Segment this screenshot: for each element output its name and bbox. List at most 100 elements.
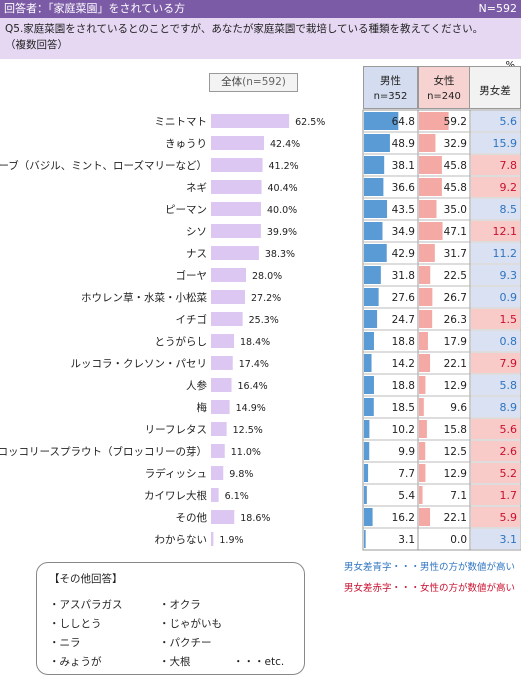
- male-bar: [364, 156, 385, 174]
- total-value-label: 38.3%: [265, 249, 295, 260]
- female-value-label: 15.8: [444, 424, 467, 436]
- note-red: 男女差赤字・・・女性の方が数値が高い: [343, 583, 515, 594]
- total-value-label: 6.1%: [225, 491, 249, 502]
- male-value-label: 43.5: [392, 204, 415, 216]
- unit-label: %: [505, 60, 515, 71]
- diff-value-label: 9.2: [500, 181, 518, 194]
- total-value-label: 40.0%: [267, 205, 297, 216]
- male-value-label: 18.8: [392, 380, 415, 392]
- male-bar: [364, 178, 384, 196]
- male-bar: [364, 508, 373, 526]
- diff-cell: [471, 309, 520, 329]
- question-text: Q5.家庭菜園をされているとのことですが、あなたが家庭菜園で栽培している種類を教…: [5, 23, 484, 35]
- male-value-label: 18.5: [392, 402, 415, 414]
- category-label: ミニトマト: [155, 116, 208, 128]
- total-value-label: 18.6%: [240, 513, 270, 524]
- diff-label: 男女差: [479, 85, 511, 97]
- other-answer-item: ・じゃがいも: [159, 618, 222, 630]
- male-bar: [364, 354, 372, 372]
- total-value-label: 62.5%: [295, 117, 325, 128]
- male-label: 男性: [380, 75, 401, 87]
- category-label: わからない: [155, 534, 208, 546]
- total-bar: [211, 290, 245, 304]
- male-value-label: 18.8: [392, 336, 415, 348]
- total-bar: [211, 400, 230, 414]
- total-value-label: 12.5%: [233, 425, 263, 436]
- category-label: 梅: [197, 401, 208, 414]
- total-bar: [211, 180, 262, 194]
- diff-cell: [471, 265, 520, 285]
- respondent-label: 回答者：「家庭菜園」をされている方: [4, 2, 186, 15]
- female-value-label: 45.8: [444, 182, 467, 194]
- diff-value-label: 1.7: [500, 489, 518, 502]
- female-label: 女性: [433, 75, 455, 87]
- category-label: ゴーヤ: [176, 269, 208, 282]
- male-column-header: 男性 n=352: [363, 66, 418, 109]
- female-value-label: 9.6: [450, 402, 467, 414]
- male-value-label: 38.1: [392, 160, 415, 172]
- total-bar: [211, 466, 224, 480]
- total-bar: [211, 224, 261, 238]
- total-bar: [211, 202, 261, 216]
- diff-cell: [471, 111, 520, 131]
- male-bar: [364, 244, 387, 262]
- diff-value-label: 5.6: [500, 115, 518, 128]
- diff-value-label: 5.2: [500, 467, 518, 480]
- total-n: (n=592): [242, 76, 286, 88]
- male-bar: [364, 332, 374, 350]
- category-label: イチゴ: [176, 313, 208, 326]
- category-label: とうがらし: [155, 335, 208, 348]
- female-bar: [419, 332, 428, 350]
- diff-cell: [471, 463, 520, 483]
- male-bar: [364, 310, 378, 328]
- female-bar: [419, 398, 424, 416]
- total-bar: [211, 136, 264, 150]
- female-bar: [419, 134, 436, 152]
- other-answer-item: ・みょうが: [49, 656, 102, 668]
- diff-cell: [471, 177, 520, 197]
- other-answers-title: 【その他回答】: [49, 573, 123, 585]
- diff-cell: [471, 155, 520, 175]
- female-value-label: 45.8: [444, 160, 467, 172]
- diff-cell: [471, 441, 520, 461]
- female-value-label: 17.9: [444, 336, 467, 348]
- diff-cell: [471, 221, 520, 241]
- female-bar: [419, 178, 442, 196]
- male-value-label: 42.9: [392, 248, 415, 260]
- female-value-label: 47.1: [444, 226, 467, 238]
- category-label: ブロッコリースプラウト（ブロッコリーの芽）: [0, 445, 207, 458]
- female-bar: [419, 156, 442, 174]
- total-value-label: 9.8%: [229, 469, 253, 480]
- male-bar: [364, 376, 374, 394]
- total-value-label: 1.9%: [219, 535, 243, 546]
- male-bar: [364, 266, 381, 284]
- female-bar: [419, 288, 433, 306]
- category-label: ラディッシュ: [145, 467, 207, 480]
- total-bar: [211, 158, 263, 172]
- diff-value-label: 9.3: [500, 269, 518, 282]
- male-bar: [364, 530, 366, 548]
- female-bar: [419, 464, 426, 482]
- other-answer-item: ・・・etc.: [233, 656, 285, 668]
- diff-value-label: 1.5: [500, 313, 518, 326]
- female-bar: [419, 244, 435, 262]
- female-bar: [419, 420, 427, 438]
- other-answer-item: ・ニラ: [49, 637, 81, 649]
- category-label: ルッコラ・クレソン・パセリ: [71, 358, 208, 370]
- diff-cell: [471, 375, 520, 395]
- respondent-header: 回答者：「家庭菜園」をされている方 N=592: [0, 0, 521, 18]
- other-answer-item: ・オクラ: [159, 599, 201, 611]
- female-value-label: 22.5: [444, 270, 467, 282]
- diff-value-label: 0.8: [500, 335, 518, 348]
- total-bar: [211, 356, 233, 370]
- male-value-label: 24.7: [392, 314, 415, 326]
- total-legend-box: 全体(n=592): [209, 73, 298, 92]
- diff-value-label: 5.8: [500, 379, 518, 392]
- category-label: ピーマン: [165, 204, 207, 216]
- male-bar: [364, 288, 379, 306]
- male-value-label: 27.6: [392, 292, 416, 304]
- other-answer-item: ・ししとう: [49, 618, 102, 630]
- male-value-label: 3.1: [398, 534, 415, 546]
- total-value-label: 42.4%: [270, 139, 300, 150]
- female-bar: [419, 442, 426, 460]
